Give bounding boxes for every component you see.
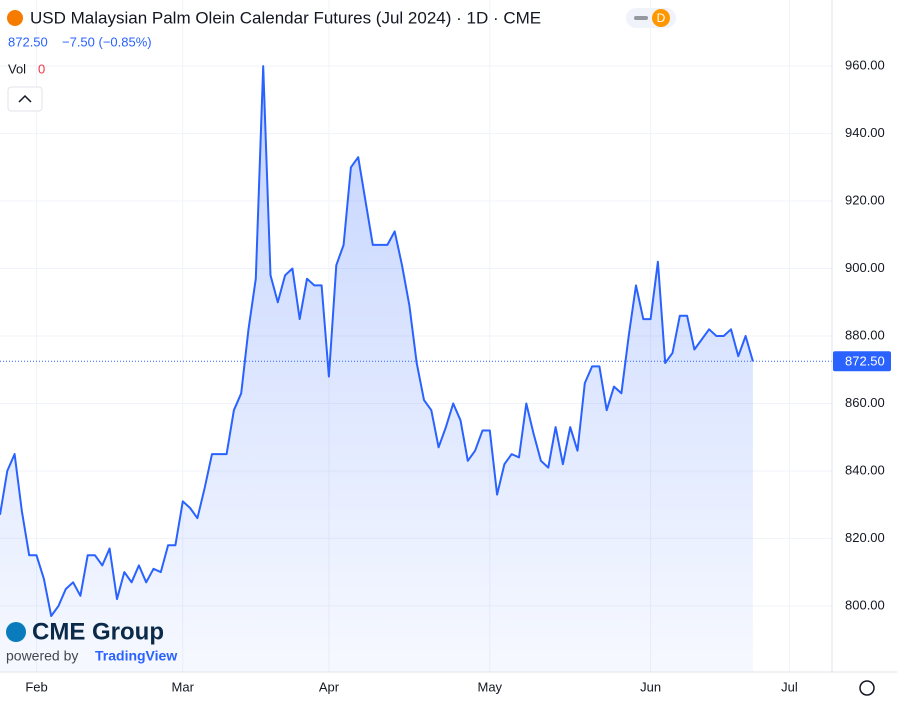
y-tick-label: 940.00: [845, 125, 885, 140]
status-icon: [634, 16, 648, 20]
y-tick-label: 900.00: [845, 260, 885, 275]
powered-brand: TradingView: [95, 648, 177, 664]
powered-by: powered by: [6, 648, 78, 664]
x-tick-label: Jun: [640, 679, 661, 694]
logo-globe: [6, 622, 26, 642]
plot-area: [0, 0, 832, 673]
volume-value: 0: [38, 61, 45, 76]
settings-icon[interactable]: [859, 680, 875, 696]
x-tick-label: Mar: [172, 679, 195, 694]
y-tick-label: 960.00: [845, 58, 885, 73]
chart-title: USD Malaysian Palm Olein Calendar Future…: [30, 8, 541, 27]
badge: D: [657, 11, 666, 25]
symbol-icon: [7, 10, 23, 26]
collapse-icon: [18, 94, 32, 103]
y-tick-label: 800.00: [845, 597, 885, 612]
x-tick-label: Feb: [25, 679, 47, 694]
badge-bg: [652, 9, 670, 27]
last-price: 872.50: [8, 34, 48, 49]
last-price-tag: 872.50: [845, 354, 885, 369]
last-price-box: [833, 351, 891, 372]
x-tick-label: Apr: [319, 679, 340, 694]
x-tick-label: Jul: [781, 679, 798, 694]
x-tick-label: May: [477, 679, 502, 694]
collapse-button[interactable]: [7, 86, 43, 112]
price-line: [0, 65, 754, 617]
volume-label: Vol: [8, 61, 26, 76]
y-tick-label: 840.00: [845, 462, 885, 477]
area-fill: [0, 66, 753, 673]
logo: CME Group: [32, 618, 164, 645]
price-change: −7.50 (−0.85%): [62, 34, 152, 49]
y-tick-label: 860.00: [845, 395, 885, 410]
y-tick-label: 880.00: [845, 327, 885, 342]
y-tick-label: 920.00: [845, 192, 885, 207]
y-tick-label: 820.00: [845, 530, 885, 545]
